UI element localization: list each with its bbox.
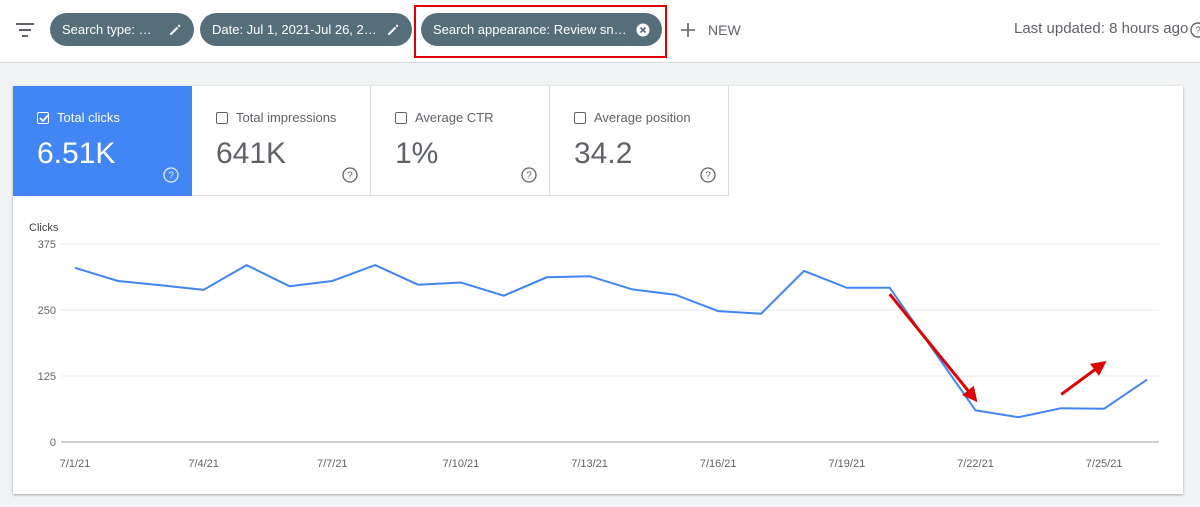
metric-label: Average CTR <box>415 110 494 125</box>
metric-card-total-impressions[interactable]: Total impressions 641K ? <box>192 86 371 196</box>
metric-value: 1% <box>395 137 439 170</box>
edit-icon[interactable] <box>386 23 400 37</box>
filter-icon[interactable] <box>14 20 36 40</box>
metric-value: 6.51K <box>37 137 116 170</box>
checkbox[interactable] <box>395 112 407 124</box>
x-tick-label: 7/22/21 <box>957 458 994 470</box>
help-icon[interactable]: ? <box>342 167 358 183</box>
metric-label: Total clicks <box>57 110 120 125</box>
y-tick-label: 250 <box>38 305 56 317</box>
metric-cards: Total clicks 6.51K ? Total impressions 6… <box>13 86 729 196</box>
x-tick-label: 7/7/21 <box>317 458 348 470</box>
x-tick-label: 7/16/21 <box>700 458 737 470</box>
metric-value: 641K <box>216 137 287 170</box>
checkbox[interactable] <box>574 112 586 124</box>
checkbox[interactable] <box>37 112 50 124</box>
y-tick-label: 125 <box>38 371 56 383</box>
x-tick-label: 7/19/21 <box>828 458 865 470</box>
y-tick-label: 0 <box>50 437 56 449</box>
filter-chip-search-appearance[interactable]: Search appearance: Review snip... <box>421 13 662 46</box>
close-circle-icon[interactable] <box>636 23 650 37</box>
new-filter-label: NEW <box>708 22 741 38</box>
edit-icon[interactable] <box>168 23 182 37</box>
performance-panel: Total clicks 6.51K ? Total impressions 6… <box>13 86 1183 494</box>
metric-card-total-clicks[interactable]: Total clicks 6.51K ? <box>13 86 192 196</box>
metric-label: Average position <box>594 110 691 125</box>
help-icon[interactable]: ? <box>163 167 179 183</box>
chip-label: Search appearance: Review snip... <box>433 22 628 37</box>
x-tick-label: 7/10/21 <box>443 458 480 470</box>
help-icon[interactable]: ? <box>521 167 537 183</box>
plus-icon <box>681 23 695 37</box>
metric-card-average-position[interactable]: Average position 34.2 ? <box>550 86 729 196</box>
metric-card-average-ctr[interactable]: Average CTR 1% ? <box>371 86 550 196</box>
y-tick-label: 375 <box>38 239 56 251</box>
svg-text:?: ? <box>705 171 711 182</box>
help-icon[interactable]: ? <box>700 167 716 183</box>
chip-label: Search type: Web <box>62 22 160 37</box>
series-line-clicks <box>74 263 1148 419</box>
x-tick-label: 7/1/21 <box>60 458 91 470</box>
svg-text:?: ? <box>526 171 532 182</box>
new-filter-button[interactable]: NEW <box>680 18 741 42</box>
x-tick-label: 7/13/21 <box>571 458 608 470</box>
chart-ylabel: Clicks <box>29 222 59 234</box>
clicks-chart: Clicks 0 125 250 375 7/1/21 7/4/21 7/7/21 7/10… <box>29 222 1159 470</box>
chip-label: Date: Jul 1, 2021-Jul 26, 2021 <box>212 22 378 37</box>
x-tick-label: 7/4/21 <box>188 458 219 470</box>
filter-chip-search-type[interactable]: Search type: Web <box>50 13 194 46</box>
annotation-arrow <box>888 293 978 403</box>
check-icon <box>39 114 50 123</box>
x-tick-label: 7/25/21 <box>1086 458 1123 470</box>
svg-text:?: ? <box>168 171 174 182</box>
metric-label: Total impressions <box>236 110 337 125</box>
svg-text:?: ? <box>1195 26 1200 37</box>
top-bar: Search type: Web Date: Jul 1, 2021-Jul 2… <box>0 0 1200 63</box>
checkbox[interactable] <box>216 112 228 124</box>
last-updated-text: Last updated: 8 hours ago <box>1014 20 1189 37</box>
filter-chip-date[interactable]: Date: Jul 1, 2021-Jul 26, 2021 <box>200 13 412 46</box>
svg-text:?: ? <box>347 171 353 182</box>
annotation-arrow <box>1060 361 1107 396</box>
help-icon[interactable]: ? <box>1190 22 1200 38</box>
metric-value: 34.2 <box>574 137 633 170</box>
